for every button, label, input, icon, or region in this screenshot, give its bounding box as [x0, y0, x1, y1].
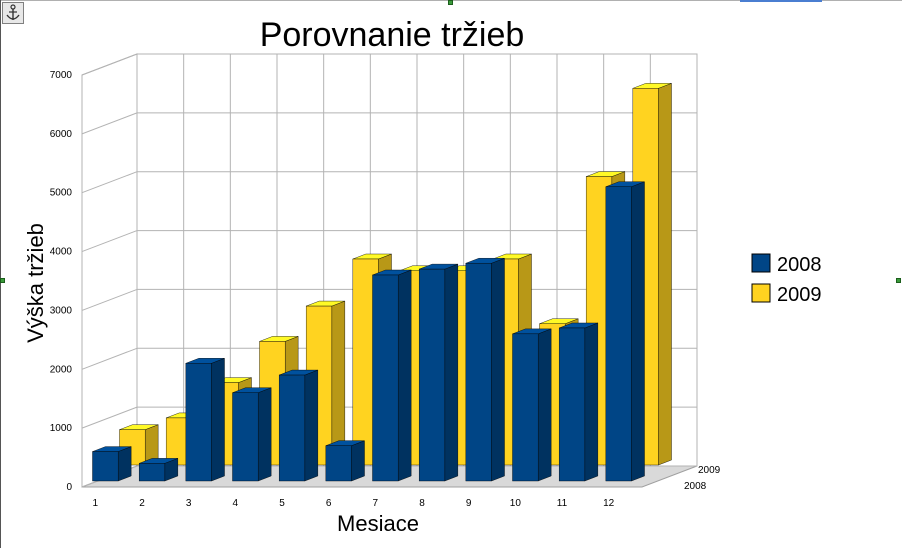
anchor-icon: [6, 4, 20, 20]
bar-2008-10: [512, 328, 552, 482]
legend-swatch: [751, 283, 771, 303]
y-tick-label: 5000: [50, 188, 73, 199]
selection-indicator: [740, 0, 822, 2]
y-tick-label: 2000: [50, 364, 73, 375]
bar-front: [558, 327, 586, 482]
x-tick-label: 12: [603, 498, 615, 509]
bar-side: [444, 263, 459, 482]
bar-side: [257, 387, 272, 482]
bar-2008-4: [232, 387, 272, 482]
bar-side: [537, 328, 552, 482]
chart-title: Porovnanie tržieb: [260, 16, 525, 54]
x-tick-label: 2: [139, 498, 145, 509]
bar-front: [465, 263, 492, 482]
bar-front: [418, 268, 446, 482]
gridline-side: [81, 406, 138, 429]
bar-2008-5: [278, 369, 319, 482]
bar-front: [325, 445, 352, 482]
bar-2008-8: [418, 263, 459, 482]
bar-side: [631, 181, 645, 482]
bar-front: [372, 274, 399, 482]
left-ruler: [0, 0, 4, 548]
legend-swatch: [751, 253, 771, 273]
bar-2008-7: [372, 269, 412, 482]
bar-side: [351, 440, 365, 482]
bar-2008-11: [558, 322, 599, 482]
y-axis-ticks: 0 1000 2000 3000 4000 5000 6000 7000: [50, 70, 73, 493]
depth-label-back: 2009: [698, 465, 721, 476]
selection-handle-top[interactable]: [448, 0, 453, 5]
bar-front: [185, 363, 212, 482]
legend-label: 2008: [777, 254, 822, 276]
anchor-button[interactable]: [2, 2, 24, 24]
y-axis-label: Výška tržieb: [23, 223, 48, 343]
bar-front: [512, 333, 539, 482]
gridline-side: [81, 288, 138, 311]
y-tick-label: 7000: [50, 70, 73, 81]
x-tick-label: 5: [279, 498, 285, 509]
y-tick-label: 3000: [50, 305, 73, 316]
selection-handle-right[interactable]: [896, 278, 901, 283]
x-tick-label: 11: [557, 498, 568, 509]
selection-handle-left[interactable]: [0, 278, 5, 283]
bar-side: [658, 83, 672, 466]
bar-2008-12: [605, 181, 645, 482]
bar-side: [331, 300, 346, 466]
bar-front: [92, 451, 119, 482]
bar-2008-6: [325, 440, 365, 482]
gridline-side: [81, 230, 138, 253]
legend-label: 2009: [777, 284, 822, 306]
x-tick-label: 8: [419, 498, 425, 509]
bar-side: [117, 446, 132, 482]
bar-front: [605, 186, 632, 482]
depth-label-front: 2008: [684, 481, 707, 492]
bar-side: [304, 369, 319, 482]
bars: [92, 83, 672, 482]
bar-front: [278, 374, 306, 482]
bar-side: [211, 357, 225, 482]
y-tick-label: 4000: [50, 247, 73, 258]
bar-2008-1: [92, 446, 132, 482]
bar-front: [232, 392, 259, 482]
x-tick-label: 7: [373, 498, 379, 509]
depth-axis-labels: 2009 2008: [684, 465, 721, 492]
y-tick-label: 1000: [50, 423, 73, 434]
x-tick-label: 6: [326, 498, 332, 509]
x-tick-label: 1: [93, 498, 99, 509]
side-wall: [81, 53, 138, 488]
bar-2008-9: [465, 257, 505, 482]
x-axis-label: Mesiace: [337, 511, 419, 536]
gridline-side: [81, 112, 138, 135]
bar-2008-2: [138, 458, 179, 482]
bar-2008-3: [185, 357, 225, 482]
legend-item-2009: 2009: [751, 283, 822, 306]
bar-side: [491, 257, 505, 482]
y-tick-label: 6000: [50, 129, 73, 140]
legend-item-2008: 2008: [751, 253, 822, 276]
x-tick-label: 10: [510, 498, 522, 509]
bar-side: [584, 322, 599, 482]
x-tick-label: 3: [186, 498, 192, 509]
gridline-side: [81, 347, 138, 370]
gridline-side: [81, 53, 138, 76]
x-tick-label: 9: [466, 498, 472, 509]
bar-side: [397, 269, 412, 482]
bar-front: [138, 463, 166, 482]
x-tick-label: 4: [233, 498, 239, 509]
y-tick-label: 0: [66, 482, 72, 493]
x-axis-ticks: 1 2 3 4 5 6 7 8 9 10 11 12: [93, 498, 615, 509]
gridline-side: [81, 171, 138, 194]
legend: 2008 2009: [751, 253, 822, 306]
